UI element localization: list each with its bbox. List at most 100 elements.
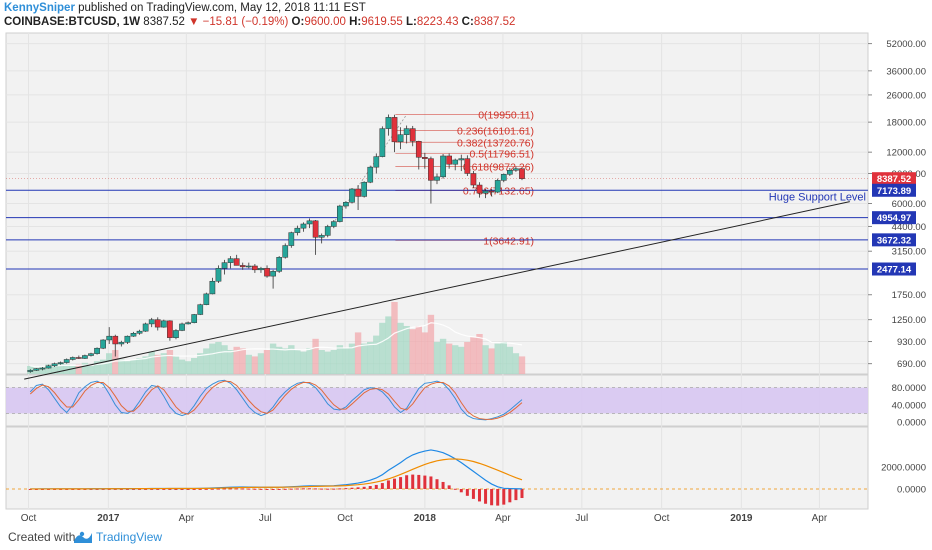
volume-bar: [385, 316, 392, 374]
volume-bar: [367, 342, 374, 374]
volume-bar: [190, 358, 198, 374]
volume-bar: [130, 359, 137, 374]
volume-bar: [257, 353, 265, 374]
volume-bar: [45, 364, 52, 374]
y-tick-label: 1750.00: [892, 290, 926, 301]
volume-bars: [27, 302, 526, 374]
macd-histogram-bar: [131, 488, 135, 490]
fib-level-label: 0.382(13720.76): [457, 137, 534, 149]
volume-bar: [184, 361, 192, 374]
candle-body: [203, 293, 210, 305]
volume-bar: [51, 366, 58, 374]
footer: Created with TradingView: [0, 524, 932, 550]
candle-body: [173, 330, 179, 338]
macd-histogram-bar: [295, 488, 299, 490]
tradingview-logo-icon: [74, 531, 92, 543]
candle-body: [452, 159, 459, 165]
macd-histogram-bar: [386, 480, 390, 489]
macd-histogram-bar: [235, 488, 239, 490]
macd-histogram-bar: [344, 488, 348, 490]
macd-histogram-bar: [283, 488, 287, 490]
macd-histogram-bar: [380, 483, 384, 489]
volume-bar: [494, 343, 501, 374]
macd-histogram-bar: [502, 489, 506, 505]
macd-histogram-bar: [320, 488, 324, 490]
candle-body: [270, 271, 276, 277]
volume-bar: [233, 346, 240, 374]
volume-bar: [209, 343, 216, 374]
candle-body: [239, 265, 246, 268]
macd-histogram-bar: [453, 488, 457, 490]
candle-body: [288, 232, 295, 246]
open-label: O:: [291, 16, 305, 28]
author-name[interactable]: KennySniper: [4, 2, 75, 14]
macd-histogram-bar: [204, 488, 208, 490]
y-tick-label: 26000.00: [886, 90, 926, 101]
volume-bar: [318, 350, 325, 374]
stoch-rsi-pane: 80.0000 40.0000 0.0000: [6, 379, 926, 429]
volume-bar: [282, 348, 289, 374]
candle-body: [385, 117, 392, 129]
volume-bar: [154, 354, 161, 374]
tradingview-brand[interactable]: TradingView: [96, 530, 163, 544]
candle-body: [191, 314, 198, 323]
y-tick-label: 6000.00: [892, 199, 926, 210]
volume-bar: [512, 353, 520, 374]
macd-histogram-bar: [125, 488, 129, 490]
macd-histogram-bar: [192, 488, 196, 490]
stoch-rsi-tick: 0.0000: [897, 418, 926, 429]
y-tick-label: 52000.00: [886, 39, 926, 50]
candle-body: [233, 258, 240, 266]
macd-histogram-bar: [241, 488, 245, 490]
price-tag-label: 4954.97: [877, 213, 911, 224]
macd-histogram-bar: [229, 488, 233, 490]
low-value: 8223.43: [416, 16, 459, 28]
price-tag-label: 3672.32: [877, 235, 911, 246]
fib-level-label: 0.236(16101.61): [457, 125, 534, 137]
macd-histogram-bar: [338, 488, 342, 490]
volume-bar: [275, 346, 283, 374]
candle-body: [488, 190, 495, 193]
macd-histogram-bar: [441, 481, 445, 489]
volume-bar: [500, 342, 507, 374]
stoch-rsi-tick: 40.0000: [892, 400, 926, 411]
candle-body: [94, 347, 100, 354]
candle-body: [470, 173, 477, 186]
price-change: −15.81 (−0.19%): [202, 16, 289, 28]
price-tag: [872, 233, 916, 247]
candle-body: [482, 190, 489, 194]
macd-histogram-bar: [247, 488, 251, 490]
y-tick-label: 1250.00: [892, 315, 926, 326]
macd-histogram-bar: [332, 488, 336, 490]
publish-info: published on TradingView.com, May 12, 20…: [74, 2, 366, 14]
y-tick-label: 18000.00: [886, 118, 926, 129]
pane-backgrounds: [5, 32, 869, 510]
volume-bar: [294, 350, 301, 374]
axes: Oct 2017 Apr Jul Oct 2018 Apr Jul Oct 2019 Apr 5200…: [21, 39, 926, 524]
x-tick-label: Oct: [654, 513, 670, 524]
volume-bar: [160, 353, 168, 374]
volume-ma-line: [30, 322, 523, 368]
candle-body: [209, 280, 216, 295]
candle-body: [458, 158, 465, 161]
macd-histogram-bar: [374, 484, 378, 489]
macd-histogram-bar: [271, 489, 275, 490]
candle-body: [63, 359, 70, 363]
high-value: 9619.55: [361, 16, 403, 28]
chart-header: KennySniper published on TradingView.com…: [4, 0, 884, 30]
candle-body: [45, 365, 52, 369]
macd-pane: 2000.0000 0.0000: [6, 449, 926, 506]
volume-bar: [239, 348, 246, 374]
volume-bar: [342, 348, 350, 374]
macd-histogram-bar: [28, 488, 32, 490]
macd-histogram-bar: [95, 488, 99, 490]
candle-body: [258, 268, 264, 271]
candle-body: [355, 188, 361, 197]
volume-bar: [445, 343, 453, 374]
macd-histogram-bar: [350, 487, 354, 489]
candle-body: [397, 134, 404, 143]
volume-bar: [148, 351, 155, 374]
macd-histogram-bar: [216, 488, 220, 490]
price-chart[interactable]: 0(19950.11) 0.236(16101.61)0.382(13720.76…: [0, 28, 932, 524]
y-tick-label: 36000.00: [886, 66, 926, 77]
